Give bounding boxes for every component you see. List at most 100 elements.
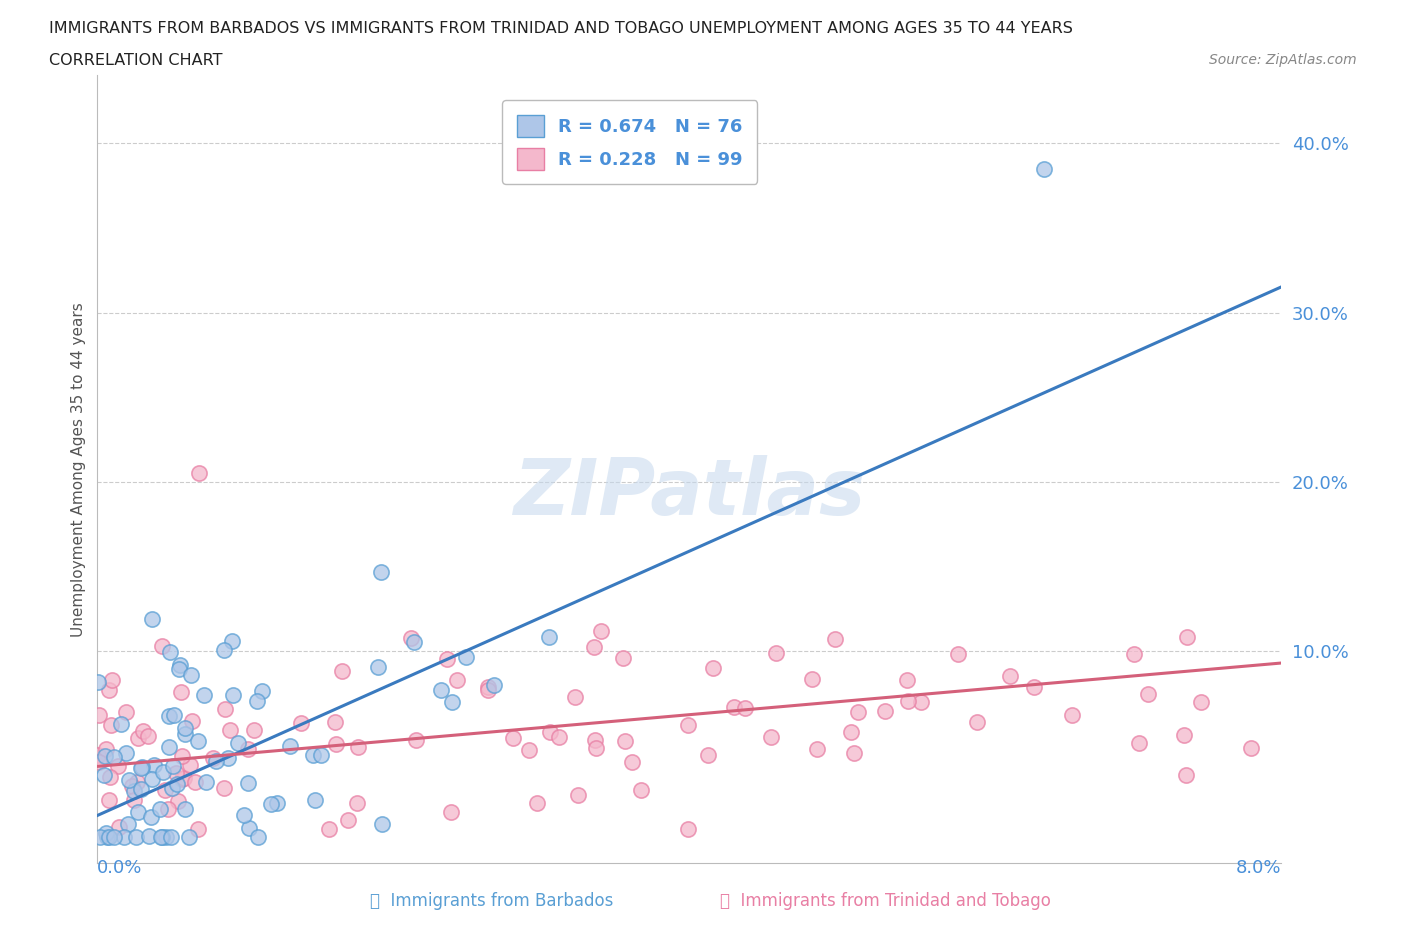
Point (702, 660, 724, 675)
Point (612, 650, 634, 665)
Point (170, 684, 193, 699)
Point (875, 703, 897, 718)
Point (160, 830, 183, 845)
Point (477, 683, 499, 698)
Point (205, 753, 228, 768)
Point (107, 759, 129, 774)
Point (212, 780, 235, 795)
Point (696, 748, 718, 763)
Point (318, 821, 340, 836)
Point (180, 667, 202, 682)
Point (172, 749, 194, 764)
Point (97, 792, 120, 807)
Point (585, 741, 607, 756)
Point (127, 731, 149, 746)
Point (166, 765, 188, 780)
Point (238, 820, 260, 835)
Point (440, 804, 463, 819)
Point (97, 830, 120, 845)
Point (1122, 646, 1144, 661)
Point (169, 658, 191, 672)
Point (141, 611, 163, 626)
Point (278, 738, 301, 753)
Point (143, 757, 166, 772)
Point (127, 775, 149, 790)
Point (214, 701, 236, 716)
Point (149, 830, 172, 844)
Point (202, 751, 225, 765)
Point (589, 624, 612, 639)
Point (121, 779, 143, 794)
Point (118, 772, 141, 787)
Point (103, 750, 125, 764)
Point (246, 830, 269, 845)
Point (401, 631, 423, 646)
Point (141, 772, 163, 787)
Legend: R = 0.674   N = 76, R = 0.228   N = 99: R = 0.674 N = 76, R = 0.228 N = 99 (502, 100, 758, 184)
Point (183, 775, 205, 790)
Point (1240, 740, 1263, 755)
Point (367, 660, 389, 675)
Point (323, 715, 346, 730)
Point (117, 817, 139, 832)
Point (108, 819, 131, 834)
Point (370, 565, 392, 579)
Point (678, 821, 700, 836)
Point (179, 758, 201, 773)
Point (114, 704, 136, 719)
Point (477, 680, 499, 695)
Point (454, 649, 477, 664)
Point (723, 700, 745, 715)
Point (232, 807, 254, 822)
Point (136, 728, 159, 743)
Point (103, 830, 125, 845)
Point (537, 630, 560, 644)
Point (172, 771, 194, 786)
Point (188, 466, 211, 481)
Point (174, 720, 197, 735)
Point (482, 678, 505, 693)
Point (194, 775, 217, 790)
Point (122, 793, 145, 808)
Point (567, 788, 589, 803)
Point (110, 717, 132, 732)
Point (806, 741, 828, 756)
Text: 0.0%: 0.0% (97, 859, 143, 878)
Text: ⬜  Immigrants from Barbados: ⬜ Immigrants from Barbados (370, 892, 614, 910)
Text: ⬜  Immigrants from Trinidad and Tobago: ⬜ Immigrants from Trinidad and Tobago (720, 892, 1052, 910)
Point (309, 748, 332, 763)
Point (1174, 767, 1197, 782)
Point (243, 723, 266, 737)
Text: 8.0%: 8.0% (1236, 859, 1281, 878)
Point (1062, 708, 1084, 723)
Point (155, 830, 177, 845)
Point (86, 675, 108, 690)
Y-axis label: Unemployment Among Ages 35 to 44 years: Unemployment Among Ages 35 to 44 years (72, 302, 86, 636)
Point (150, 639, 173, 654)
Point (127, 804, 149, 819)
Point (96, 830, 118, 845)
Point (526, 795, 548, 810)
Point (538, 724, 561, 739)
Point (1173, 728, 1195, 743)
Point (100, 672, 122, 687)
Point (150, 830, 173, 845)
Point (162, 758, 184, 773)
Point (166, 777, 188, 791)
Point (436, 651, 458, 666)
Point (839, 724, 862, 739)
Point (160, 780, 183, 795)
Point (759, 729, 782, 744)
Point (132, 724, 155, 738)
Point (304, 793, 326, 808)
Point (177, 830, 200, 845)
Point (347, 739, 370, 754)
Point (94, 749, 117, 764)
Point (174, 727, 197, 742)
Point (290, 715, 312, 730)
Text: Source: ZipAtlas.com: Source: ZipAtlas.com (1209, 53, 1357, 67)
Point (87, 748, 110, 763)
Point (948, 646, 970, 661)
Point (1128, 736, 1150, 751)
Point (157, 739, 180, 754)
